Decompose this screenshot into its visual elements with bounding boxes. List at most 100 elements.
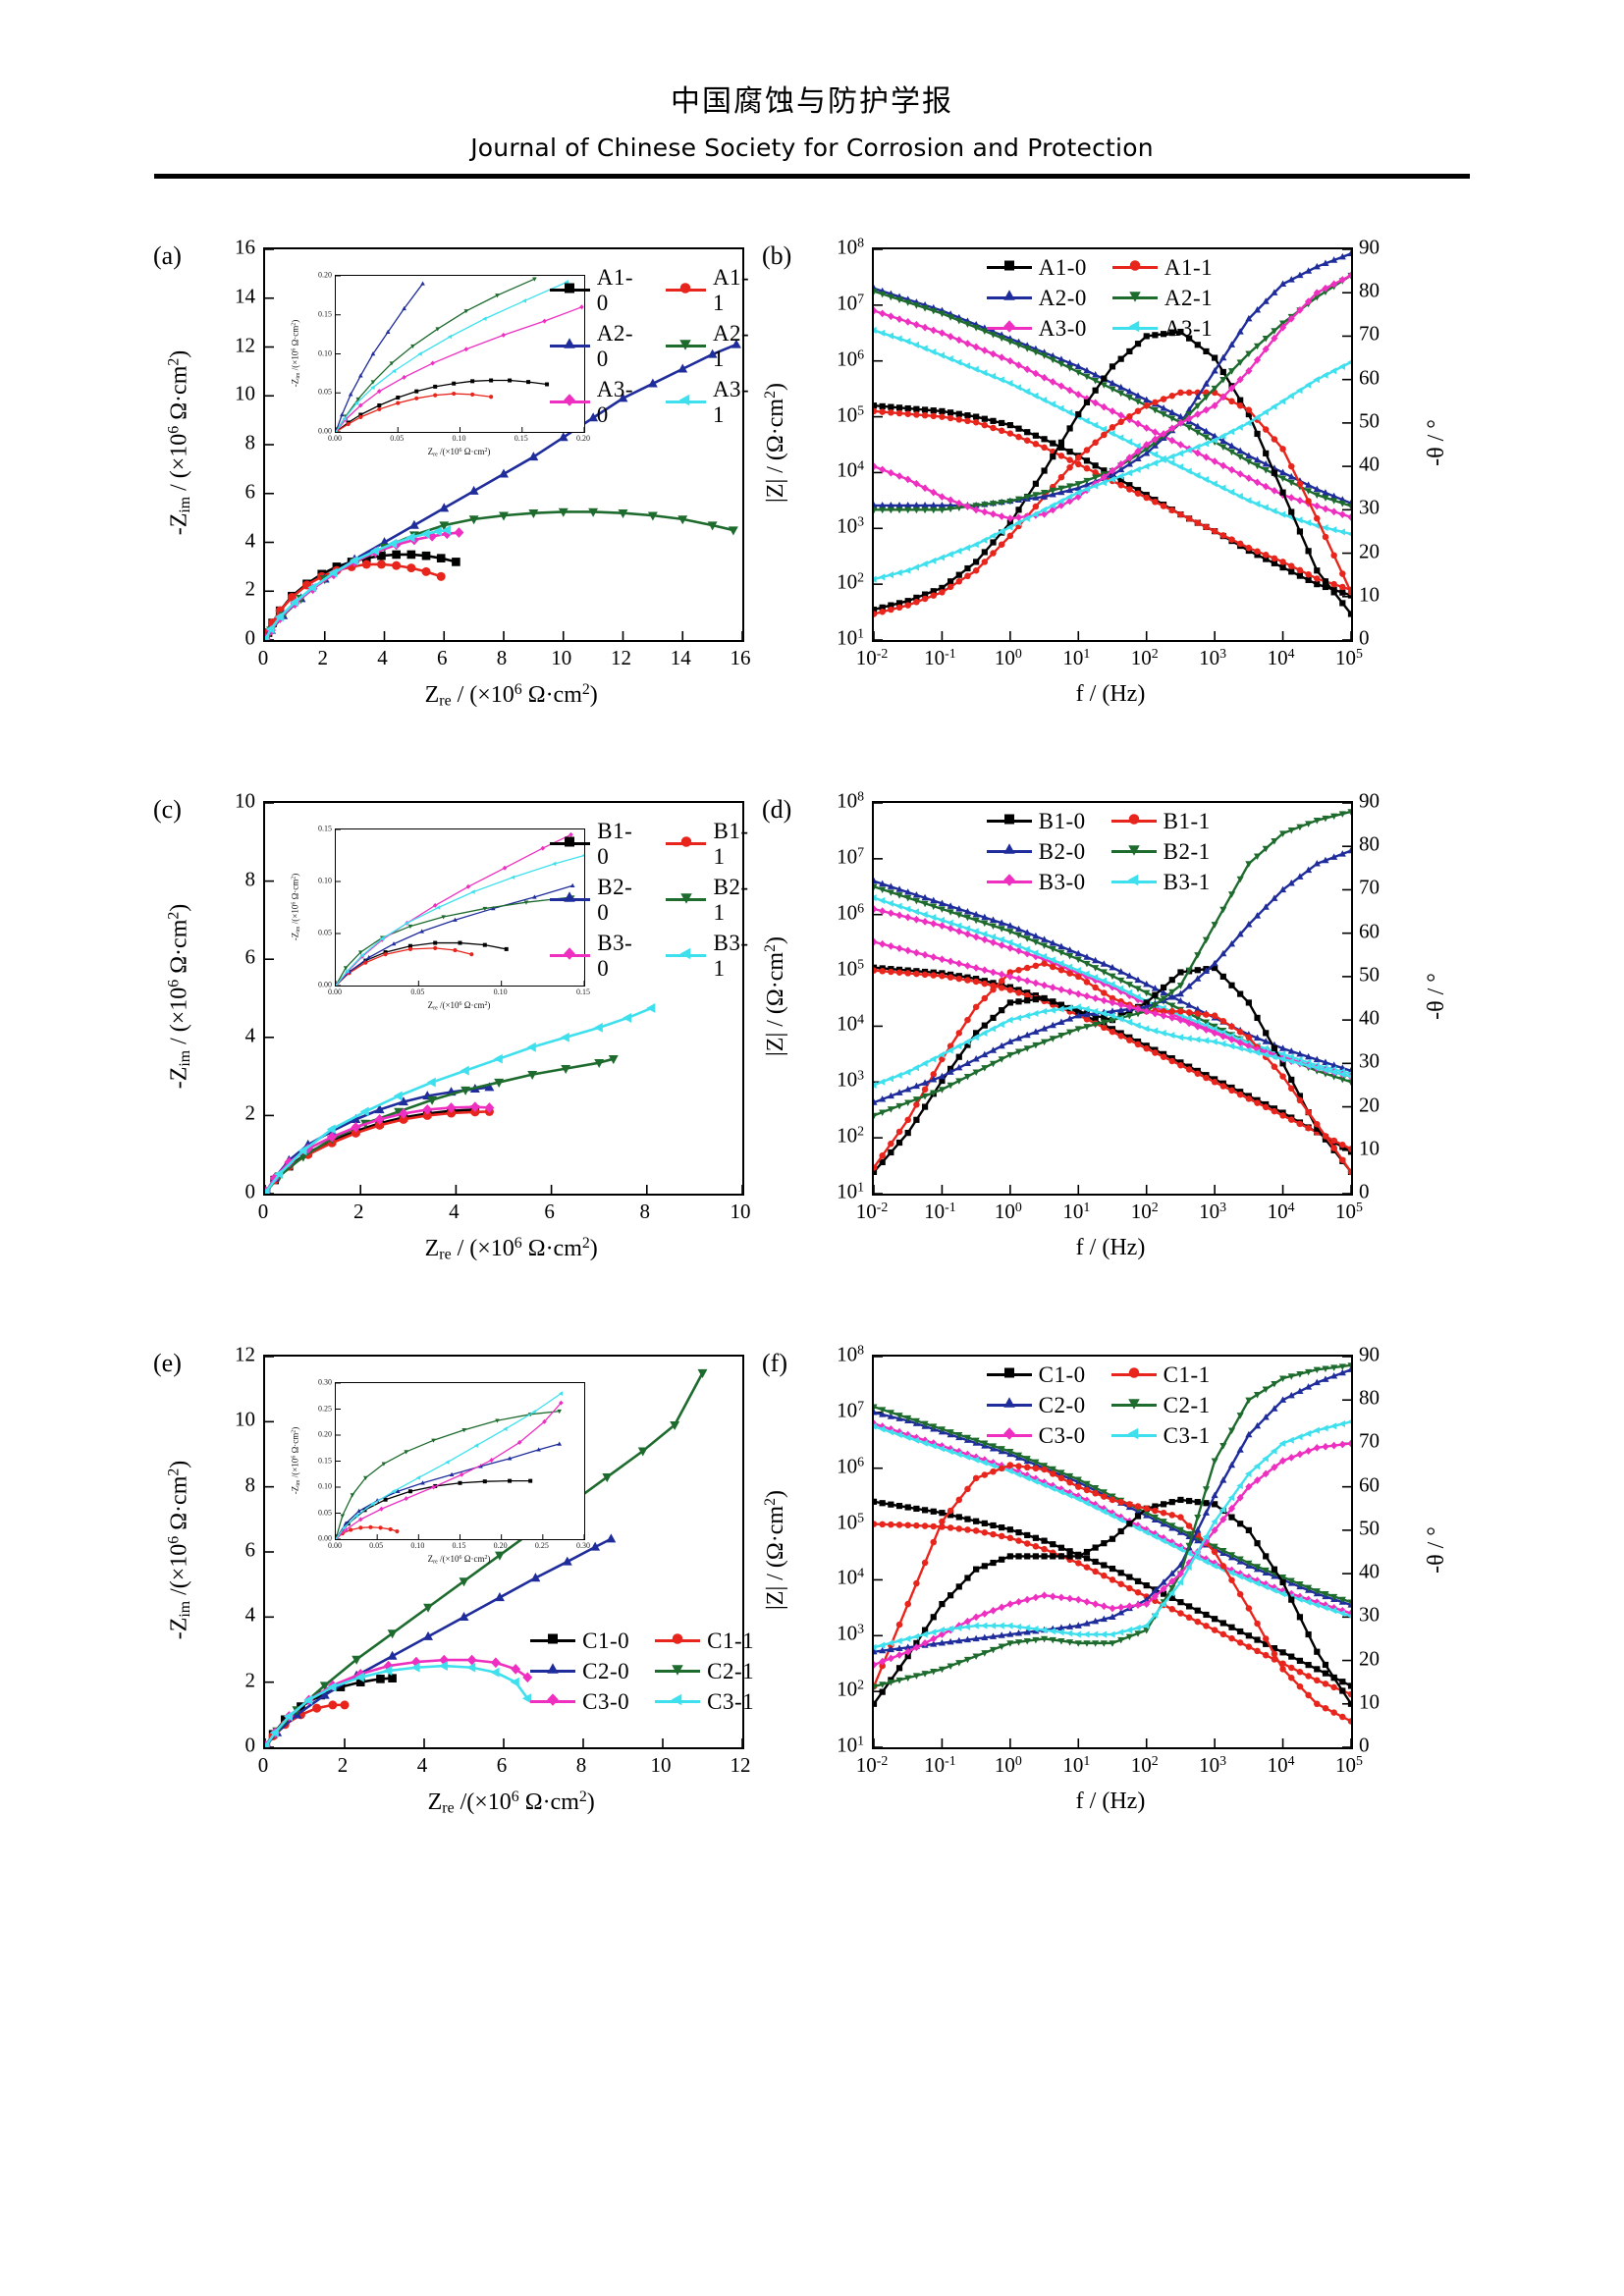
legend-item[interactable]: A2-1 [665,321,756,372]
x-tick-label: 4 [416,1753,428,1777]
legend-item[interactable]: B3-1 [1110,870,1211,895]
inset-x-tick: 0.05 [390,434,405,443]
legend-label: A1-1 [712,264,750,315]
legend-item[interactable]: C2-0 [530,1659,629,1684]
diamond-marker-icon [1001,318,1017,339]
legend-item[interactable]: A1-1 [1111,254,1214,281]
legend-item[interactable]: C3-1 [655,1689,754,1715]
x-tick-label: 10-2 [855,646,889,670]
legend-swatch [1110,874,1157,886]
y-tick-label-right: 10 [1359,1136,1380,1160]
y-tick-label: 6 [244,944,256,969]
inset-y-tick: 0.15 [318,824,332,833]
legend-label: B1-0 [1038,808,1086,833]
y-tick-label-right: 10 [1359,1689,1380,1714]
legend-label: B3-1 [713,930,749,981]
legend-item[interactable]: C3-1 [1110,1423,1211,1449]
legend-item[interactable]: A1-0 [549,265,640,316]
x-tick-label: 104 [1267,1200,1295,1224]
x-tick-label: 105 [1335,1753,1363,1778]
figure-row-ef: (e) 0 2 4 6 8 10 12 0 2 4 6 8 10 12 Zre /(×106 Ω·cm2) -Z… [0,1341,1624,1851]
x-tick-label: 105 [1335,1200,1363,1224]
legend-item[interactable]: B1-0 [986,808,1086,834]
inset-y-title: -Zim /(×106 Ω·cm2) [290,319,301,387]
legend-item[interactable]: C2-1 [1110,1393,1211,1418]
y-tick-label-right: 20 [1359,539,1380,563]
x-tick-label: 2 [352,1200,364,1223]
y-tick-label-left: 106 [837,347,864,371]
x-tick-label: 8 [639,1200,651,1223]
x-tick-label: 6 [544,1200,555,1223]
y-tick-label-right: 40 [1359,1005,1380,1030]
legend-item[interactable]: A3-0 [986,315,1087,342]
diamond-marker-icon [1001,872,1017,892]
panel-b: (b) 10-2 10-1 100 101 102 103 104 105 101 102 103 10… [756,234,1449,744]
legend-swatch [986,1427,1032,1440]
panel-d: (d) 10-2 10-1 100 101 102 103 104 105 101 102 103 10… [756,787,1449,1298]
journal-title-chinese: 中国腐蚀与防护学报 [671,84,953,119]
legend-item[interactable]: B2-0 [986,839,1086,865]
legend-swatch [549,283,590,294]
x-tick-label: 104 [1267,646,1295,670]
y-tick-label-left: 104 [837,457,864,483]
y-tick-label: 8 [244,1472,256,1497]
y-tick-label: 2 [244,1668,256,1692]
inset-plot [335,275,585,433]
legend-label: A3-0 [1038,315,1087,341]
x-tick-label: 12 [611,646,631,669]
legend-item[interactable]: C3-0 [530,1689,629,1715]
legend-item[interactable]: B1-1 [1110,809,1211,834]
y-tick-label-right: 0 [1359,625,1370,650]
journal-header: 中国腐蚀与防护学报 Journal of Chinese Society for… [0,0,1624,179]
y-tick-label-left: 103 [837,1621,864,1645]
legend-label: C3-0 [582,1688,630,1714]
legend-item[interactable]: C1-0 [986,1362,1086,1388]
legend-item[interactable]: A3-0 [549,377,640,428]
legend-swatch [986,290,1032,300]
legend-item[interactable]: A1-1 [665,264,756,316]
legend-item[interactable]: A1-0 [986,255,1087,281]
legend-item[interactable]: B3-0 [986,870,1086,895]
legend: B1-0 B1-1 B2-0 B2-1 B3-0 B3-1 [549,819,756,982]
legend-item[interactable]: A2-0 [986,286,1087,311]
legend-item[interactable]: C1-1 [655,1629,754,1654]
panel-c: (c) 0 2 4 6 8 10 0 2 4 6 8 10 Zre / (×106 Ω·cm2) -Zim … [147,787,756,1298]
inset-y-tick: 0.10 [318,348,332,357]
y-tick-label: 10 [235,788,255,813]
legend-item[interactable]: B3-0 [549,931,640,982]
inset-y-tick: 0.00 [318,980,332,989]
legend-item[interactable]: A3-1 [1111,316,1213,342]
legend-item[interactable]: C1-1 [1110,1362,1211,1388]
legend-item[interactable]: C3-0 [986,1423,1086,1449]
legend-item[interactable]: B1-0 [549,819,640,870]
inset-x-tick: 0.15 [576,988,590,996]
y-tick-label-right: 50 [1359,962,1380,987]
inset-plot [335,1382,585,1540]
inset-y-tick: 0.05 [318,1508,332,1517]
legend-item[interactable]: B1-1 [665,819,756,870]
legend-item[interactable]: B2-0 [549,875,640,926]
legend-item[interactable]: B2-1 [1110,839,1211,865]
legend-item[interactable]: B2-1 [665,875,756,926]
circle-marker-icon [677,280,693,300]
legend-item[interactable]: C1-0 [530,1629,629,1654]
panel-label: (d) [762,795,792,824]
y-tick-label-right: 80 [1359,831,1380,856]
legend-swatch [986,260,1032,271]
legend-item[interactable]: A2-0 [549,321,640,372]
inset-x-title: Zre /(×106 Ω·cm2) [427,1000,491,1012]
legend-item[interactable]: A3-1 [665,377,756,428]
x-tick-label: 8 [496,646,508,669]
inset-x-tick: 0.05 [410,988,425,996]
legend-item[interactable]: C2-0 [986,1393,1086,1418]
legend: C1-0 C1-1 C2-0 C2-1 C3-0 C3-1 [530,1629,754,1715]
legend-label: A2-1 [1164,285,1214,310]
y-tick-label: 0 [244,1733,256,1757]
x-tick-label: 101 [1062,1753,1091,1778]
legend-label: A1-1 [1164,254,1214,280]
legend-swatch [665,893,707,904]
legend-item[interactable]: B3-1 [665,930,756,982]
legend-item[interactable]: C2-1 [655,1659,754,1684]
legend-item[interactable]: A2-1 [1111,285,1214,311]
legend: C1-0 C1-1 C2-0 C2-1 C3-0 C3-1 [986,1362,1211,1449]
